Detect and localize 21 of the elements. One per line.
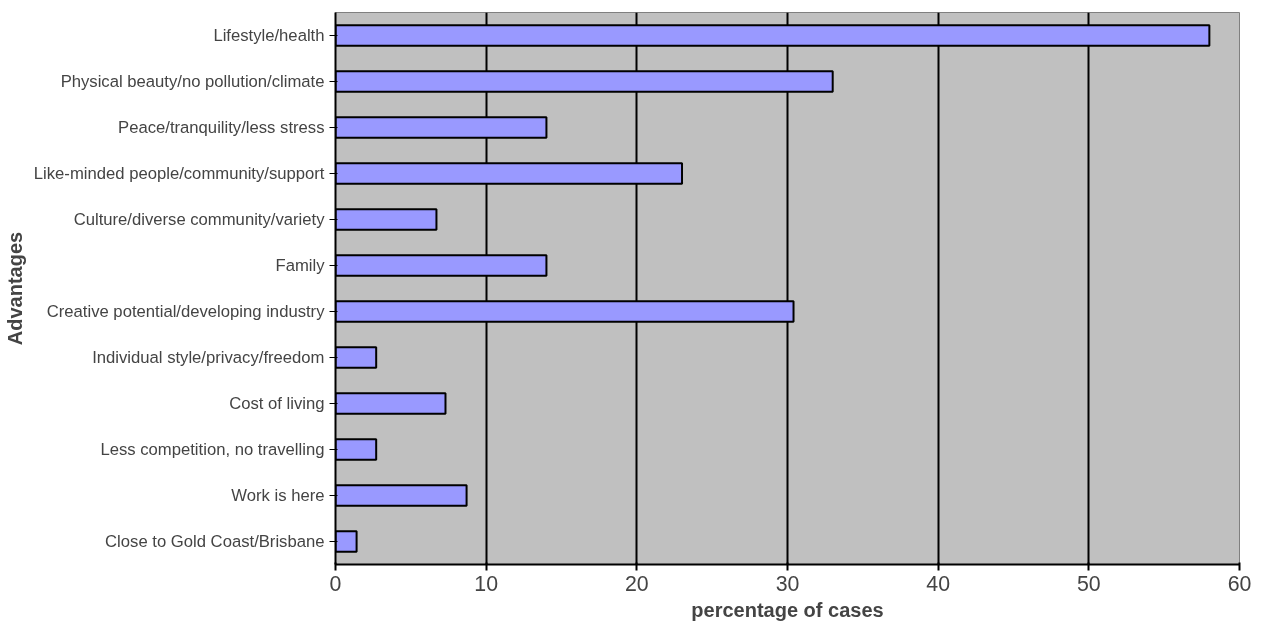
x-tick-label: 60 bbox=[1227, 571, 1252, 596]
y-tick-label: Creative potential/developing industry bbox=[46, 302, 326, 321]
x-tick-label: 20 bbox=[624, 571, 649, 596]
y-tick-label: Less competition, no travelling bbox=[100, 440, 325, 459]
y-tick-label: Family bbox=[275, 256, 326, 275]
y-tick-label: Culture/diverse community/variety bbox=[73, 210, 326, 229]
x-tick-label: 10 bbox=[474, 571, 499, 596]
y-tick-label: Physical beauty/no pollution/climate bbox=[60, 72, 325, 91]
x-tick-label: 40 bbox=[926, 571, 951, 596]
y-tick-label: Close to Gold Coast/Brisbane bbox=[105, 532, 325, 551]
y-tick-label: Peace/tranquility/less stress bbox=[118, 118, 325, 137]
y-axis-title: Advantages bbox=[3, 231, 26, 346]
y-tick-label: Like-minded people/community/support bbox=[33, 164, 325, 183]
x-tick-label: 50 bbox=[1076, 571, 1101, 596]
y-tick-label: Cost of living bbox=[229, 394, 325, 413]
x-tick-label: 30 bbox=[775, 571, 800, 596]
y-tick-label: Work is here bbox=[231, 486, 325, 505]
y-tick-label: Individual style/privacy/freedom bbox=[92, 348, 325, 367]
x-tick-label: 0 bbox=[329, 571, 342, 596]
y-tick-label: Lifestyle/health bbox=[213, 26, 325, 45]
x-axis-title: percentage of cases bbox=[691, 598, 884, 621]
